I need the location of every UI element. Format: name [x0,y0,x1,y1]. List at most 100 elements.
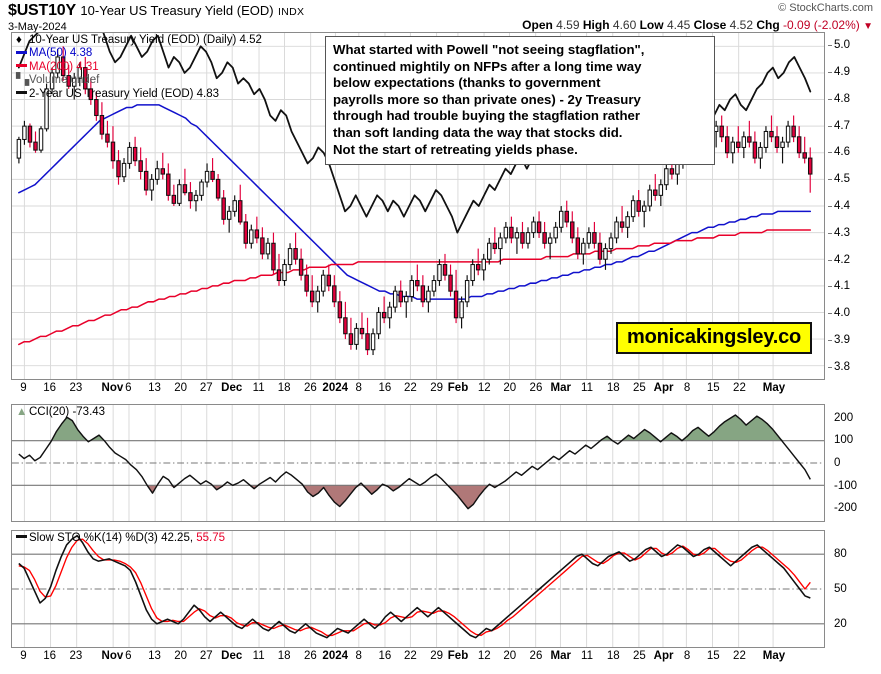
stochastic-x-axis-label: 12 [477,650,491,662]
price-x-axis-label: 12 [477,382,491,394]
stochastic-x-axis-label: 11 [581,650,593,662]
stochastic-x-axis-label: Feb [447,650,469,662]
price-x-axis-label: Dec [221,382,243,394]
price-x-axis-label: 13 [148,382,161,394]
stochastic-x-axis-label: 26 [529,650,543,662]
legend-overlay-label: 2-Year US Treasury Yield (EOD) 4.83 [29,87,220,100]
change-down-arrow-icon: ▼ [863,21,873,32]
price-x-axis-label: Feb [447,382,469,394]
price-x-axis-label: 26 [529,382,543,394]
annotation-line: Not the start of retreating yields phase… [333,141,578,157]
legend-sto-label: Slow STO %K(14) %D(3) 42.25, [29,532,194,544]
overlay-swatch-icon [16,91,27,95]
legend-cci-label: CCI(20) -73.43 [29,406,106,418]
cci-axis-label: 0 [834,457,841,469]
cci-axis-label: -200 [834,502,858,515]
cci-axis-label: 200 [834,411,854,424]
price-axis-tick [828,72,832,74]
legend-overlay-row: 2-Year US Treasury Yield (EOD) 4.83 [16,88,262,101]
annotation-line: continued mightily on NFPs after a long … [333,58,642,74]
legend-price-row: ♦ 10-Year US Treasury Yield (EOD) (Daily)… [16,34,262,47]
price-axis-label: 4.9 [834,66,850,79]
stochastic-y-axis: 80 50 20 [834,530,880,648]
price-x-axis-label: 20 [174,382,188,394]
legend-price-label: 10-Year US Treasury Yield (EOD) (Daily) … [29,34,262,46]
watermark: monicakingsley.co [616,322,813,354]
cci-area-icon: ▲ [16,406,28,418]
price-axis-label: 4.0 [834,307,850,320]
stochastic-x-axis: 9 16 23 Nov 6 13 20 27 Dec 11 18 26 2024 8 16 22 29 Feb 12… [0,650,881,666]
stochastic-x-axis-label: Nov [101,650,124,662]
annotation-line: What started with Powell "not seeing sta… [333,42,645,57]
stochastic-x-axis-label: 22 [733,650,746,662]
price-axis-tick [828,339,832,341]
cci-indicator-panel[interactable] [11,404,825,522]
annotation-textbox: What started with Powell "not seeing sta… [325,36,715,166]
open-label: Open [522,18,553,32]
high-label: High [582,18,610,32]
stochastic-axis-label: 80 [834,547,847,560]
stochastic-x-axis-label: 27 [199,650,213,662]
stochastic-x-axis-label: 16 [43,650,57,662]
stochastic-x-axis-label: 29 [430,650,444,662]
price-axis-tick [828,259,832,261]
price-axis-tick [828,313,832,315]
price-x-axis-label: 9 [20,382,27,394]
legend-ma50-label: MA(50) 4.38 [29,47,93,60]
price-axis-tick [828,179,832,181]
price-x-axis-label: Mar [550,382,572,394]
annotation-line: below expectations (thanks to government [333,75,601,91]
price-x-axis-label: 6 [125,382,132,394]
annotation-line: than soft landing data the way that stoc… [333,124,623,140]
stochastic-x-axis-label: 8 [683,650,691,662]
ma50-swatch-icon [16,50,27,54]
legend-cci-row: ▲ CCI(20) -73.43 [16,406,105,419]
price-axis-label: 4.7 [834,119,850,132]
stochastic-x-axis-label: 11 [252,650,265,662]
price-x-axis-label: 18 [606,382,620,394]
cci-legend: ▲ CCI(20) -73.43 [16,406,105,419]
price-axis-tick [828,286,832,288]
high-value: 4.60 [612,18,637,32]
price-x-axis-label: 2024 [322,382,349,394]
stochastic-x-axis-label: 22 [404,650,417,662]
stochastic-indicator-panel[interactable] [11,530,825,648]
price-axis-tick [828,125,832,127]
volume-bars-icon: ▘▖ [16,74,34,87]
close-label: Close [693,18,727,32]
price-x-axis-label: 22 [404,382,417,394]
price-x-axis-label: May [762,382,786,394]
legend-sto-d-value: 55.75 [196,532,226,544]
price-x-axis-label: 27 [199,382,213,394]
cci-axis-label: 100 [834,434,854,447]
stochastic-x-axis-label: 23 [69,650,83,662]
price-axis-label: 4.2 [834,253,850,266]
stochastic-x-axis-label: 26 [303,650,317,662]
quote-bar: Open 4.59 High 4.60 Low 4.45 Close 4.52 … [522,18,873,32]
price-axis-label: 4.3 [834,226,850,239]
price-x-axis-label: 11 [252,382,265,394]
price-x-axis: 9 16 23 Nov 6 13 20 27 Dec 11 18 26 2024 8 16 22 29 Feb 12… [0,382,881,398]
price-axis-label: 4.1 [834,280,850,293]
price-x-axis-label: 20 [503,382,517,394]
stochastic-x-axis-label: 20 [174,650,188,662]
price-axis-label: 4.4 [834,200,850,212]
stochastic-x-axis-label: 20 [503,650,517,662]
stochastic-x-axis-label: 2024 [322,650,349,662]
price-x-axis-label: 29 [430,382,444,394]
cci-y-axis: 200 100 0 -100 -200 [834,404,880,522]
stochastic-x-axis-label: 6 [125,650,132,662]
legend-volume-label: Volume undef [29,74,100,87]
price-axis-label: 5.0 [834,39,850,52]
change-label: Chg [756,18,780,32]
legend-sto-row: Slow STO %K(14) %D(3) 42.25, 55.75 [16,532,225,545]
price-x-axis-label: 8 [355,382,362,394]
legend-ma200-row: MA(200) 4.31 [16,61,262,74]
price-x-axis-label: 23 [69,382,83,394]
price-y-axis: 5.0 4.9 4.8 4.7 4.6 4.5 4.4 4.3 4.2 4.1 4.0 3.9 3.8 [834,32,880,380]
stochastic-x-axis-label: 18 [277,650,291,662]
price-x-axis-label: 16 [378,382,392,394]
price-x-axis-label: Apr [653,382,674,394]
annotation-line: through had trouble buying the stagflati… [333,108,640,124]
ma200-swatch-icon [16,64,27,68]
